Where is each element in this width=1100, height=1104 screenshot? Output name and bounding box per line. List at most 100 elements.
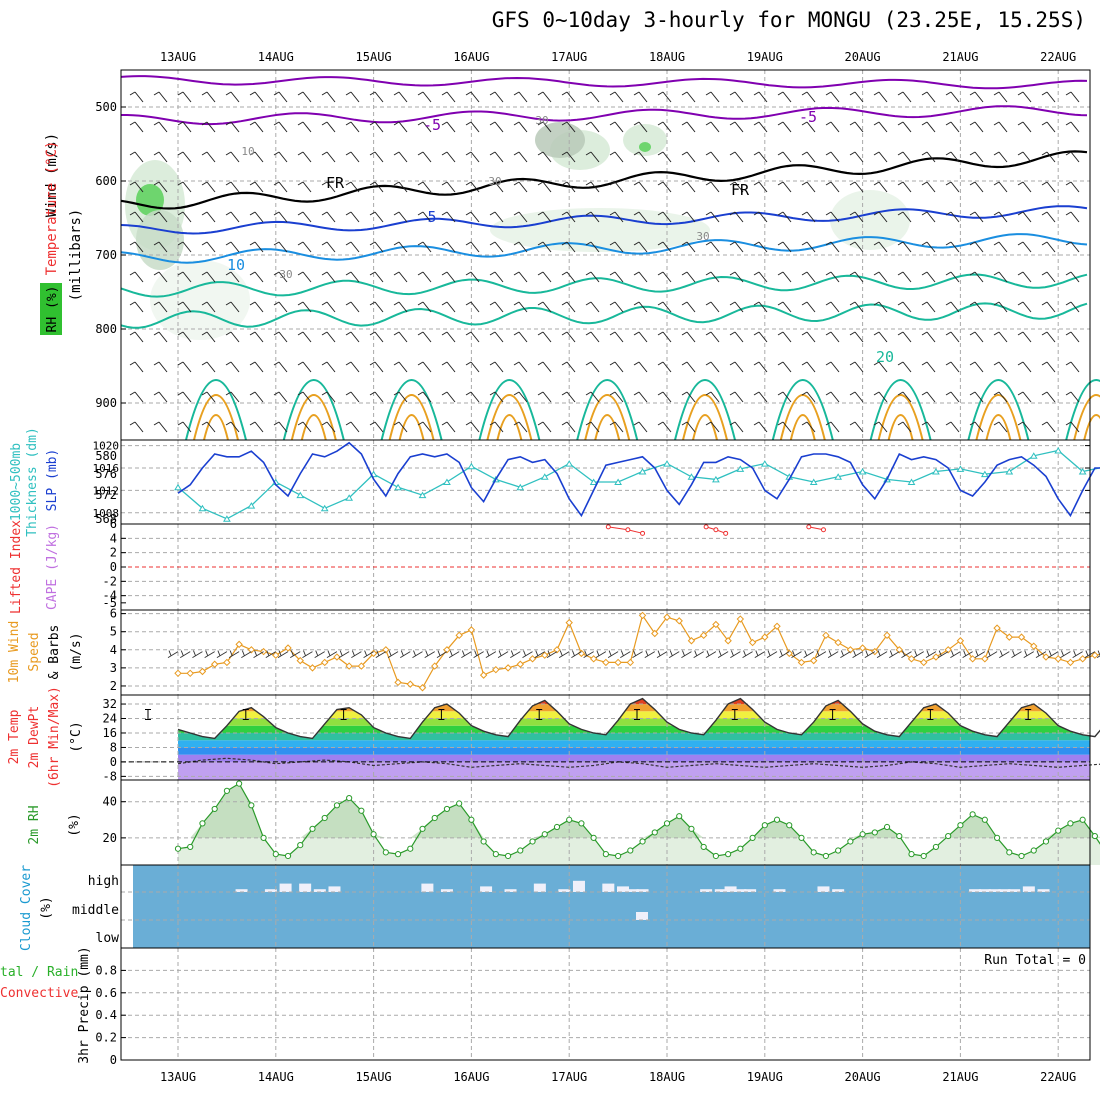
wind-barb: [849, 301, 864, 313]
ylabel-rh-unit: (%): [67, 813, 82, 836]
wind-barb: [729, 331, 744, 343]
y-tick-label: 8: [110, 740, 117, 754]
wind-barb-10m: [607, 650, 619, 658]
rh-point: [981, 816, 988, 823]
wind-barb: [417, 391, 432, 403]
wind-barb: [681, 391, 696, 403]
wind-barb-10m: [534, 650, 545, 658]
wind-barb: [441, 271, 456, 283]
high-cloud-bar: [328, 886, 341, 892]
middle-cloud-bar: [636, 912, 648, 920]
rh-point: [223, 787, 230, 794]
wind-barb: [537, 181, 552, 193]
wind-barb: [657, 301, 672, 313]
wind-barb: [681, 181, 696, 193]
wind-barb: [489, 301, 504, 313]
wind-barb: [681, 151, 696, 163]
wind-barb: [441, 151, 456, 163]
wind-barb: [897, 91, 912, 103]
wind-barb: [681, 331, 696, 343]
wind-barb: [1017, 151, 1032, 163]
wind-barb: [633, 211, 648, 223]
wind-speed-point: [223, 658, 231, 667]
wind-speed-point: [528, 655, 537, 663]
wind-barb: [1065, 241, 1080, 253]
wind-barb-10m: [827, 650, 839, 658]
wind-barb: [969, 181, 984, 193]
wind-barb: [177, 121, 192, 133]
wind-barb: [945, 241, 960, 253]
ylabel-total-rain: tal / Rain: [0, 965, 78, 980]
wind-barb: [129, 241, 144, 253]
rh-point: [725, 851, 732, 858]
high-cloud-bar: [1008, 889, 1021, 892]
wind-barb-10m: [473, 650, 484, 658]
wind-barb: [609, 211, 624, 223]
wind-speed-point: [993, 624, 1001, 632]
wind-barb: [729, 241, 744, 253]
wind-barb: [177, 421, 192, 433]
high-cloud-bar: [1022, 886, 1035, 892]
wind-barb: [369, 181, 384, 193]
wind-barb-10m: [1072, 650, 1083, 658]
wind-barb: [993, 211, 1008, 223]
wind-barb: [441, 211, 456, 223]
wind-barb: [777, 241, 792, 253]
wind-speed-point: [516, 660, 525, 668]
ylabel-cape: CAPE (J/kg): [45, 524, 60, 610]
rh-point: [517, 847, 524, 854]
wind-barb: [705, 391, 720, 403]
y-tick-label: 24: [103, 712, 117, 726]
wind-barb: [729, 151, 744, 163]
wind-speed-point: [602, 658, 610, 667]
wind-barb: [777, 271, 792, 283]
wind-barb: [561, 361, 576, 373]
wind-barb-10m: [791, 650, 802, 658]
wind-speed-point: [308, 664, 317, 672]
wind-barb: [825, 421, 840, 433]
wind-barb: [1017, 361, 1032, 373]
wind-barb-10m: [179, 650, 191, 658]
date-label-bottom: 13AUG: [160, 1070, 196, 1084]
wind-barb: [705, 121, 720, 133]
wind-barb: [705, 301, 720, 313]
wind-barb: [441, 391, 456, 403]
rh-point: [822, 852, 830, 860]
wind-barb: [537, 301, 552, 313]
y-tick-label: 0: [110, 560, 117, 574]
wind-barb: [681, 241, 696, 253]
temp-contour: [193, 394, 239, 441]
wind-barb: [345, 241, 360, 253]
wind-speed-point: [479, 671, 488, 679]
temp-contour: [674, 379, 736, 441]
wind-barb: [1065, 211, 1080, 223]
wind-barb: [417, 181, 432, 193]
wind-barb: [801, 331, 816, 343]
lifted-index-point: [640, 530, 646, 536]
wind-barb: [225, 271, 240, 283]
wind-barb: [537, 151, 552, 163]
wind-barb: [705, 421, 720, 433]
wind-barb-10m: [583, 650, 594, 658]
rh-legend-swatch: [40, 283, 62, 335]
wind-barb: [945, 151, 960, 163]
wind-barb-10m: [742, 650, 753, 658]
thickness-point: [1078, 468, 1087, 475]
wind-barb: [873, 181, 888, 193]
wind-barb: [633, 181, 648, 193]
wind-speed-point: [699, 631, 708, 640]
wind-barb: [705, 181, 720, 193]
wind-barb: [249, 271, 264, 283]
rh-point: [1067, 820, 1074, 827]
date-label-top: 17AUG: [551, 50, 587, 64]
date-label-top: 16AUG: [453, 50, 489, 64]
wind-barb: [993, 361, 1008, 373]
wind-barb: [1041, 121, 1056, 133]
wind-barb: [441, 91, 456, 103]
wind-speed-point: [394, 678, 402, 687]
wind-speed-point: [1066, 658, 1075, 667]
wind-barb: [897, 151, 912, 163]
wind-barb: [273, 361, 288, 373]
wind-barb: [969, 331, 984, 343]
wind-barb: [849, 361, 864, 373]
